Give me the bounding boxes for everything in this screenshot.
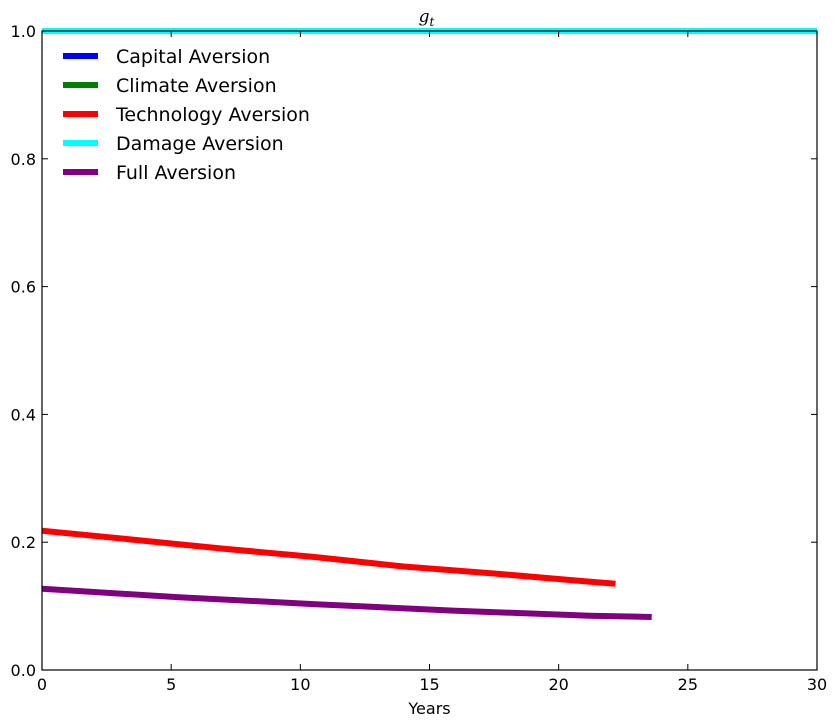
legend-label-full-aversion: Full Aversion	[116, 162, 236, 184]
x-axis-label: Years	[407, 699, 450, 718]
chart-title-main: g	[419, 7, 430, 27]
y-tick-label: 0.0	[11, 661, 36, 680]
y-tick-label: 0.6	[11, 278, 36, 297]
legend-label-technology-aversion: Technology Aversion	[115, 104, 310, 126]
y-tick-label: 0.2	[11, 533, 36, 552]
axis-tick-labels: 0 5 10 15 20 25 30 0.0 0.2 0.4 0.6 0.8 1.0	[11, 22, 828, 694]
x-tick-label: 30	[807, 675, 827, 694]
series-line-technology-aversion	[42, 527, 616, 587]
x-tick-label: 10	[290, 675, 310, 694]
y-tick-label: 1.0	[11, 22, 36, 41]
legend-label-damage-aversion: Damage Aversion	[116, 133, 284, 155]
chart-title: gt	[419, 7, 435, 29]
legend: Capital Aversion Climate Aversion Technolo…	[63, 46, 310, 184]
series-line-full-aversion	[42, 585, 652, 620]
legend-label-capital-aversion: Capital Aversion	[116, 46, 270, 68]
chart-title-subscript: t	[430, 15, 435, 29]
legend-label-climate-aversion: Climate Aversion	[116, 75, 277, 97]
y-tick-label: 0.4	[11, 405, 36, 424]
axes-frame	[41, 30, 818, 671]
x-tick-label: 20	[548, 675, 568, 694]
x-tick-label: 5	[166, 675, 176, 694]
x-tick-label: 0	[37, 675, 47, 694]
y-tick-label: 0.8	[11, 150, 36, 169]
x-tick-label: 15	[419, 675, 439, 694]
axis-ticks	[41, 30, 818, 671]
x-tick-label: 25	[678, 675, 698, 694]
